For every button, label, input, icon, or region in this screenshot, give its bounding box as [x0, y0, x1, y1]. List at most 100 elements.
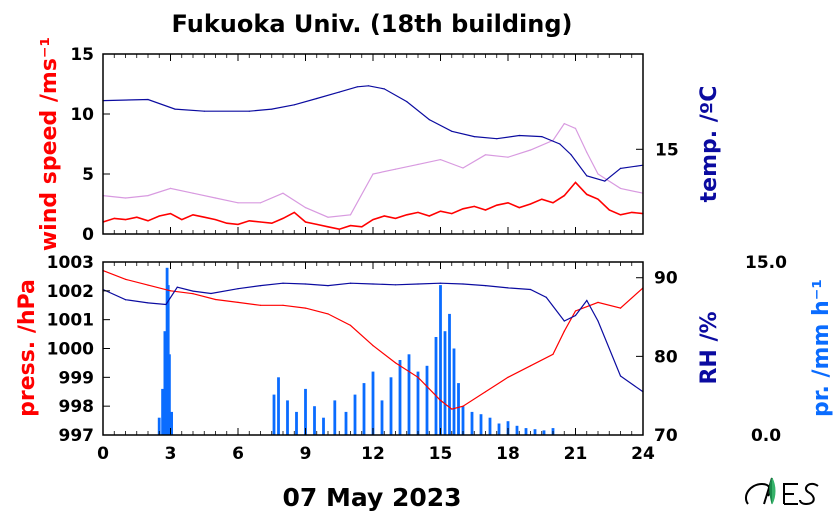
humidity-tick-label: 70: [654, 426, 678, 446]
precipitation-bar: [470, 411, 474, 435]
precipitation-bar: [161, 388, 164, 435]
precipitation-bar: [407, 354, 411, 435]
temperature-line-point: [383, 88, 385, 90]
wind-gust-line: [102, 122, 644, 218]
wind-gust-line-point: [484, 154, 487, 156]
precipitation-bar: [533, 429, 537, 435]
pressure-tick-label: 998: [59, 397, 95, 417]
wind-mean-line-point: [518, 207, 520, 209]
pressure-line-point: [349, 324, 352, 326]
temperature-line-point: [570, 154, 572, 156]
pressure-line-point: [282, 304, 284, 306]
precipitation-bar: [416, 371, 420, 435]
humidity-line-point: [417, 283, 419, 285]
humidity-line-point: [619, 375, 622, 377]
temperature-line: [102, 85, 644, 182]
institution-logo: [744, 477, 819, 506]
wind-mean-line-point: [552, 202, 554, 204]
pressure-line-point: [597, 301, 599, 303]
pressure-line-point: [451, 408, 453, 410]
pressure-line-point: [439, 399, 442, 401]
precipitation-bar: [295, 411, 298, 435]
wind-mean-line-point: [361, 226, 363, 228]
pressure-line-point: [574, 310, 577, 312]
temperature-line-point: [316, 97, 318, 100]
hour-tick-label: 6: [232, 444, 244, 464]
precipitation-bar: [448, 313, 451, 435]
temperature-series: [102, 85, 644, 182]
wind-gust-line-point: [259, 202, 262, 204]
temperature-line-point: [604, 180, 606, 182]
precipitation-bar: [497, 423, 501, 435]
wind-gust-line-point: [563, 123, 565, 125]
wind-mean-line-point: [169, 213, 172, 215]
wind-mean-line-point: [282, 217, 284, 219]
precipitation-bar: [168, 354, 171, 435]
humidity-line-point: [327, 285, 329, 287]
temperature-line-point: [541, 136, 543, 138]
wind-mean-line-point: [541, 198, 543, 200]
pressure-line-point: [169, 290, 172, 292]
humidity-tick-label: 90: [654, 269, 678, 289]
humidity-series: [102, 282, 644, 393]
wind-mean-line-point: [136, 216, 138, 218]
precipitation-bar: [398, 360, 402, 435]
temperature-line-point: [356, 86, 358, 88]
wind-mean-line-point: [113, 217, 115, 219]
wind-mean-line-point: [417, 211, 419, 213]
wind-mean-line-point: [248, 220, 250, 222]
precipitation-bar: [170, 411, 173, 435]
wind-mean-line-point: [597, 198, 599, 200]
humidity-axis-label: RH /%: [697, 311, 722, 384]
precipitation-bar: [452, 348, 456, 435]
precipitation-bar: [333, 400, 337, 435]
temperature-line-point: [559, 143, 561, 145]
wind-mean-line-point: [394, 217, 397, 219]
precipitation-bar: [313, 406, 316, 435]
wind-mean-line-point: [451, 213, 453, 215]
precipitation-bar: [304, 388, 307, 435]
pressure-line-point: [563, 330, 565, 332]
humidity-line-point: [210, 292, 212, 295]
wind-mean-line-point: [338, 228, 340, 230]
top-panel-frame: [102, 53, 644, 235]
wind-gust-line-point: [417, 163, 419, 165]
humidity-line-point: [259, 285, 262, 287]
humidity-line-point: [124, 299, 127, 301]
pressure-line-point: [237, 301, 239, 303]
wind-gust-line-point: [529, 149, 532, 151]
precipitation-bar: [479, 414, 483, 435]
humidity-line-point: [563, 320, 565, 322]
humidity-line-point: [462, 283, 464, 285]
wind-gust-line-point: [372, 173, 374, 175]
pressure-line-point: [417, 376, 419, 378]
temperature-line-point: [203, 110, 205, 112]
wind-mean-line-point: [293, 211, 295, 213]
humidity-line-point: [282, 282, 284, 284]
bottom-ticks: 0 3 6 9 12 15 18 21 24 997 998 999 1000 1001 1002 1003 7…: [47, 253, 787, 464]
pressure-line-point: [462, 405, 464, 407]
precipitation-tick-label: 0.0: [751, 426, 781, 446]
pressure-line-point: [327, 313, 329, 315]
date-label: 07 May 2023: [282, 483, 461, 512]
wind-mean-line-point: [484, 209, 487, 211]
wind-gust-line-point: [394, 168, 397, 170]
hour-tick-label: 12: [361, 444, 385, 464]
humidity-line-point: [597, 320, 599, 322]
precipitation-bar: [362, 383, 366, 435]
hour-tick-label: 21: [564, 444, 588, 464]
pressure-line-point: [484, 391, 487, 393]
wind-mean-line-point: [259, 221, 262, 223]
hour-tick-label: 18: [496, 444, 520, 464]
precipitation-bar: [515, 425, 519, 435]
humidity-line-point: [507, 287, 509, 289]
humidity-line-point: [574, 314, 577, 317]
pressure-tick-label: 1000: [47, 340, 94, 360]
wind-mean-line-point: [383, 215, 385, 217]
temperature-line-point: [619, 167, 622, 169]
pressure-line-point: [214, 298, 217, 301]
bottom-panel: 0 3 6 9 12 15 18 21 24 997 998 999 1000 1001 1002 1003 7…: [15, 253, 834, 464]
wind-mean-line-point: [304, 221, 307, 223]
wind-gust-line-point: [192, 192, 194, 194]
wind-mean-line-point: [181, 219, 183, 221]
